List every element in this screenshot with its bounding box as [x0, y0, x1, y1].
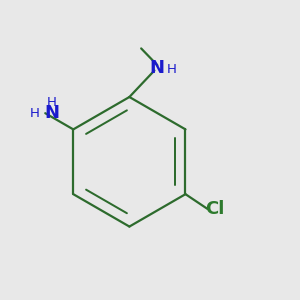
Text: H: H	[46, 95, 56, 109]
Text: H: H	[167, 62, 176, 76]
Text: H: H	[29, 107, 39, 120]
Text: N: N	[44, 104, 59, 122]
Text: N: N	[150, 58, 165, 76]
Text: Cl: Cl	[205, 200, 224, 218]
